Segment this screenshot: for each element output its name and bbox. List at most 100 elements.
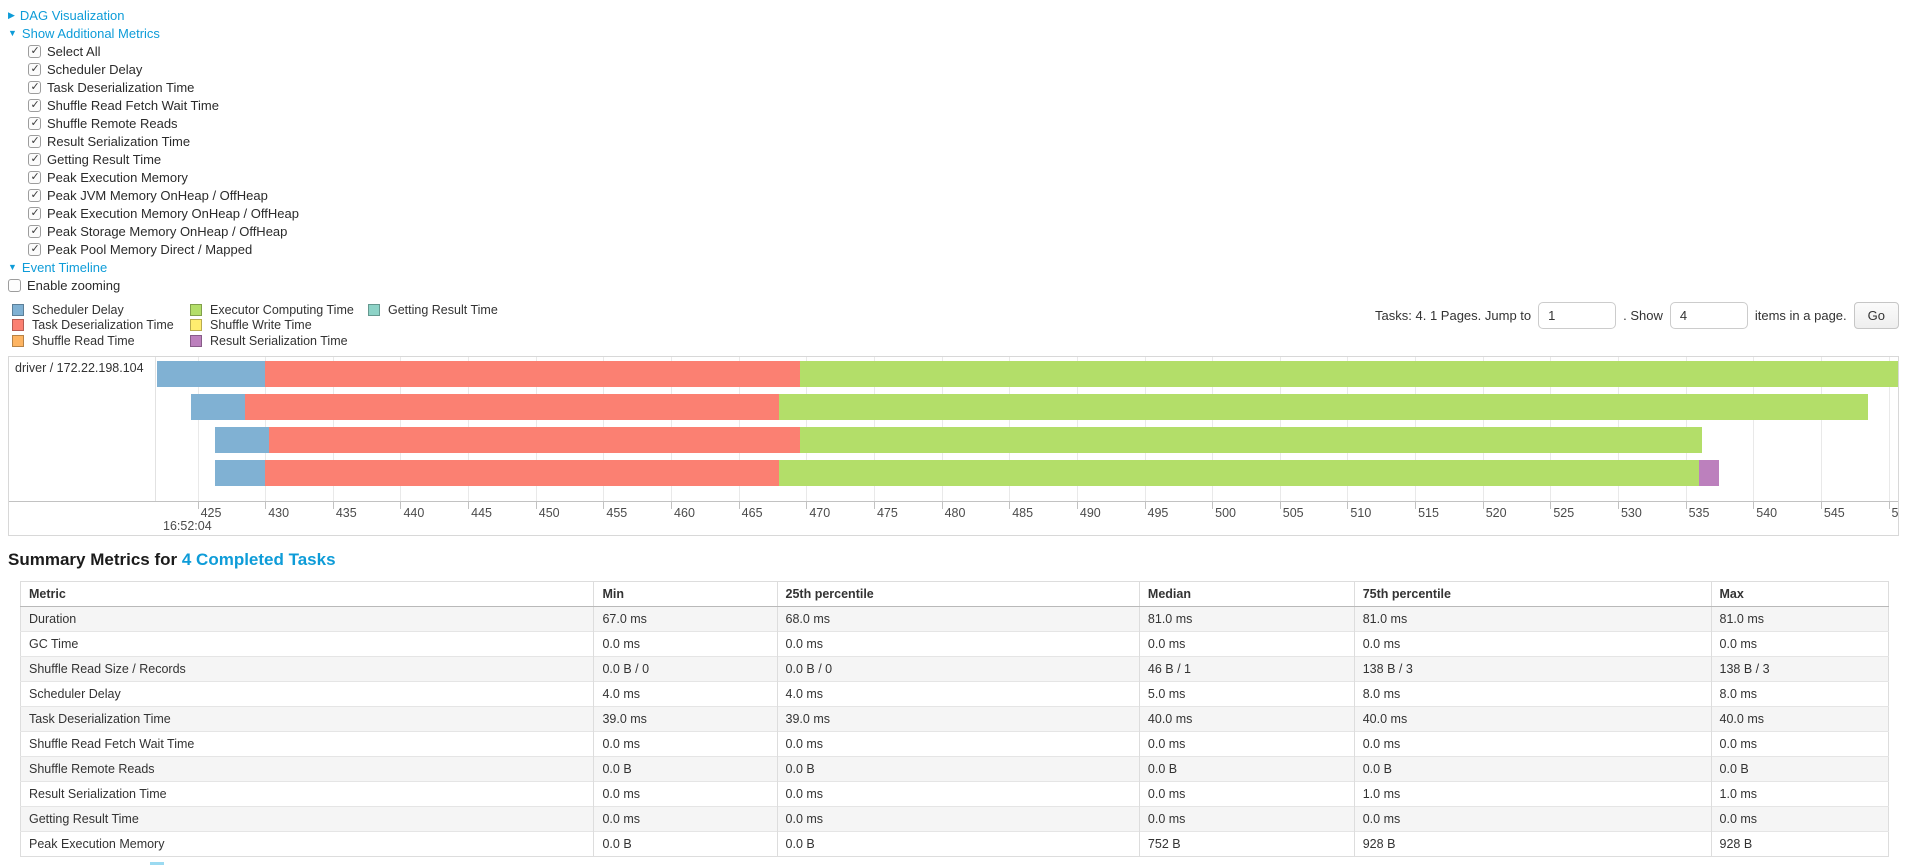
timeline-segment-result-serialization	[1699, 460, 1720, 486]
jump-to-page-input[interactable]	[1538, 302, 1617, 329]
value-cell: 0.0 ms	[776, 631, 1140, 657]
legend-label: Getting Result Time	[388, 302, 498, 317]
value-cell: 928 B	[1710, 831, 1889, 857]
metric-checkbox[interactable]	[28, 188, 41, 202]
metric-checkbox-label: Shuffle Remote Reads	[47, 115, 178, 131]
metric-checkbox-label: Peak Pool Memory Direct / Mapped	[47, 241, 253, 257]
column-header: 75th percentile	[1353, 581, 1712, 607]
completed-tasks-link[interactable]: 4 Completed Tasks	[181, 550, 336, 569]
value-cell: 67.0 ms	[593, 606, 778, 632]
metric-checkbox[interactable]	[28, 224, 41, 238]
value-cell: 81.0 ms	[1138, 606, 1355, 632]
table-row: Getting Result Time 0.0 ms 0.0 ms 0.0 ms 0.0…	[20, 806, 1889, 832]
axis-tick-label: 425	[200, 506, 222, 520]
value-cell: 0.0 B	[776, 756, 1140, 782]
timeline-task-bar[interactable]	[157, 361, 1898, 387]
axis-tick-label: 520	[1485, 506, 1507, 520]
chevron-right-icon: ▶	[8, 9, 15, 20]
pagination-mid-text: . Show	[1623, 308, 1663, 323]
axis-tick-label: 475	[876, 506, 898, 520]
axis-tick-label: 530	[1620, 506, 1642, 520]
value-cell: 0.0 ms	[593, 631, 778, 657]
axis-tick-label: 500	[1215, 506, 1236, 520]
metric-checkbox[interactable]	[28, 242, 41, 256]
event-timeline-chart: driver / 172.22.198.104 16:52:04 425 430 4…	[8, 356, 1899, 536]
value-cell: 0.0 ms	[1138, 731, 1355, 757]
table-row: Shuffle Read Fetch Wait Time 0.0 ms 0.0 ms…	[20, 731, 1889, 757]
axis-tick-label: 540	[1756, 506, 1778, 520]
timeline-segment-task-deserialization	[265, 361, 800, 387]
value-cell: 0.0 ms	[1353, 806, 1712, 832]
axis-tick-label: 545	[1823, 506, 1845, 520]
value-cell: 0.0 ms	[776, 731, 1140, 757]
timeline-axis: 16:52:04 425 430 435 440 445 450 455 460 465 470 4…	[9, 501, 1898, 535]
axis-tick-mark	[941, 502, 943, 509]
metric-checkbox-row: Shuffle Read Fetch Wait Time	[28, 96, 1899, 114]
summary-metrics-table: Metric Min 25th percentile Median 75th perce…	[20, 581, 1889, 857]
go-button[interactable]: Go	[1853, 302, 1899, 329]
axis-tick-mark	[603, 502, 605, 509]
axis-tick-mark	[873, 502, 875, 509]
metric-checkbox[interactable]	[28, 98, 41, 112]
legend-label: Scheduler Delay	[32, 302, 124, 317]
event-timeline-toggle[interactable]: ▼ Event Timeline	[8, 258, 1899, 276]
axis-gridline	[1888, 357, 1890, 501]
metric-checkbox-label: Getting Result Time	[47, 151, 162, 167]
metric-checkbox[interactable]	[28, 206, 41, 220]
metric-checkbox[interactable]	[28, 152, 41, 166]
metric-cell: Shuffle Read Fetch Wait Time	[29, 737, 195, 751]
column-header: Max	[1710, 581, 1889, 607]
metric-checkbox[interactable]	[28, 134, 41, 148]
timeline-segment-executor-computing	[779, 460, 1700, 486]
value-cell: 0.0 B	[1353, 756, 1712, 782]
axis-tick-label: 550	[1891, 506, 1899, 520]
metric-cell: Shuffle Remote Reads	[29, 762, 155, 776]
axis-tick-label: 455	[606, 506, 628, 520]
table-header-row: Metric Min 25th percentile Median 75th perce…	[20, 581, 1889, 607]
value-cell: 68.0 ms	[776, 606, 1140, 632]
legend-item: Executor Computing Time	[190, 302, 368, 318]
axis-tick-mark	[806, 502, 808, 509]
metric-checkbox[interactable]	[28, 62, 41, 76]
timeline-task-bar[interactable]	[190, 394, 1869, 420]
axis-tick-label: 510	[1350, 506, 1372, 520]
metric-checkbox-label: Result Serialization Time	[47, 133, 191, 149]
timeline-task-bar[interactable]	[215, 460, 1720, 486]
axis-gridline	[1820, 357, 1822, 501]
value-cell: 4.0 ms	[593, 681, 778, 707]
metric-cell: Duration	[29, 612, 77, 626]
axis-tick-label: 435	[335, 506, 357, 520]
task-pagination: Tasks: 4. 1 Pages. Jump to . Show items …	[1375, 302, 1899, 329]
axis-tick-mark	[535, 502, 537, 509]
value-cell: 0.0 ms	[1710, 806, 1889, 832]
axis-tick-mark	[1482, 502, 1484, 509]
value-cell: 0.0 B	[593, 831, 778, 857]
chevron-down-icon: ▼	[8, 27, 17, 38]
timeline-plot-area	[157, 357, 1898, 501]
show-additional-metrics-toggle[interactable]: ▼ Show Additional Metrics	[8, 24, 1899, 42]
metric-checkbox-row: Peak Pool Memory Direct / Mapped	[28, 240, 1899, 258]
metric-checkbox-row: Peak JVM Memory OnHeap / OffHeap	[28, 186, 1899, 204]
legend-swatch	[190, 334, 202, 347]
legend-label: Task Deserialization Time	[32, 318, 174, 333]
timeline-task-bar[interactable]	[215, 427, 1702, 453]
metric-checkbox-label: Shuffle Read Fetch Wait Time	[47, 97, 219, 113]
timeline-legend: Scheduler Delay Task Deserialization Time…	[12, 302, 1899, 349]
axis-tick-label: 515	[1418, 506, 1439, 520]
axis-tick-mark	[1076, 502, 1078, 509]
metric-checkbox[interactable]	[28, 116, 41, 130]
metric-checkbox[interactable]	[28, 170, 41, 184]
value-cell: 39.0 ms	[776, 706, 1140, 732]
timeline-segment-task-deserialization	[265, 460, 780, 486]
tasks-count-text: Tasks: 4. 1 Pages. Jump to	[1375, 308, 1532, 323]
timeline-segment-scheduler-delay	[215, 460, 266, 486]
value-cell: 0.0 ms	[776, 806, 1140, 832]
metric-checkbox[interactable]	[28, 44, 41, 58]
items-per-page-input[interactable]	[1669, 302, 1748, 329]
value-cell: 0.0 ms	[1138, 806, 1355, 832]
enable-zooming-checkbox[interactable]	[8, 278, 21, 292]
axis-tick-mark	[1009, 502, 1011, 509]
dag-visualization-toggle[interactable]: ▶ DAG Visualization	[8, 6, 1899, 24]
metric-checkbox-list: Select All Scheduler Delay Task Deserializ…	[8, 42, 1899, 258]
metric-checkbox[interactable]	[28, 80, 41, 94]
